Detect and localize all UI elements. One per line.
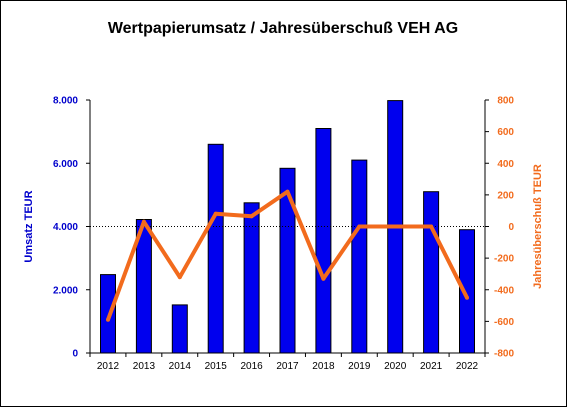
left-tick-label: 8.000 xyxy=(53,96,78,107)
right-tick-label: 0 xyxy=(508,222,514,233)
bar-2018 xyxy=(315,128,332,354)
bar-2016 xyxy=(243,202,260,354)
x-axis-ticks: 2012 2013 2014 2015 2016 2017 2018 2019 2020 2021… xyxy=(89,353,486,372)
x-tick-label: 2013 xyxy=(133,361,156,372)
left-tick-label: 4.000 xyxy=(53,222,78,233)
x-tick-label: 2012 xyxy=(97,361,120,372)
line-point-2022 xyxy=(465,295,469,300)
line-point-2019 xyxy=(357,224,362,229)
left-tick-label: 2.000 xyxy=(53,285,78,296)
bar-2019 xyxy=(351,159,368,354)
x-tick-label: 2021 xyxy=(420,361,443,372)
left-tick-label: 0 xyxy=(72,349,78,360)
right-axis-ticks: -800 -600 -400 -200 0 200 400 600 800 xyxy=(485,96,514,360)
right-axis-label: Jahresüberschuß TEUR xyxy=(532,164,544,289)
line-point-2016 xyxy=(249,214,254,219)
x-tick-label: 2019 xyxy=(348,361,371,372)
x-tick-label: 2022 xyxy=(456,361,479,372)
bar-2021 xyxy=(423,191,440,354)
x-tick-label: 2015 xyxy=(205,361,228,372)
x-tick-label: 2014 xyxy=(169,361,192,372)
bar-2014 xyxy=(171,304,188,354)
left-axis-ticks: 0 2.000 4.000 6.000 8.000 xyxy=(53,96,90,360)
left-tick-label: 6.000 xyxy=(53,159,78,170)
x-tick-label: 2020 xyxy=(384,361,407,372)
line-point-2021 xyxy=(429,224,434,229)
right-tick-label: 800 xyxy=(497,96,514,107)
right-tick-label: -600 xyxy=(494,317,514,328)
right-tick-label: 600 xyxy=(497,127,514,138)
x-tick-label: 2016 xyxy=(240,361,263,372)
line-point-2014 xyxy=(177,275,182,280)
line-series-group xyxy=(106,189,469,322)
left-axis-label: Umsatz TEUR xyxy=(23,190,35,262)
right-tick-label: -800 xyxy=(494,349,514,360)
x-tick-label: 2018 xyxy=(312,361,335,372)
line-point-2020 xyxy=(393,224,398,229)
bars-group xyxy=(100,100,475,354)
line-point-2017 xyxy=(285,189,290,194)
right-tick-label: -400 xyxy=(494,285,514,296)
line-point-2013 xyxy=(141,219,146,224)
x-tick-label: 2017 xyxy=(276,361,299,372)
bar-2012 xyxy=(100,274,116,354)
line-point-2018 xyxy=(321,276,326,281)
right-tick-label: 200 xyxy=(497,190,514,201)
line-point-2015 xyxy=(213,211,218,216)
line-point-2012 xyxy=(106,317,110,322)
right-tick-label: -200 xyxy=(494,254,514,265)
chart-title: Wertpapierumsatz / Jahresüberschuß VEH A… xyxy=(108,20,458,37)
bar-2015 xyxy=(207,143,224,354)
right-tick-label: 400 xyxy=(497,159,514,170)
